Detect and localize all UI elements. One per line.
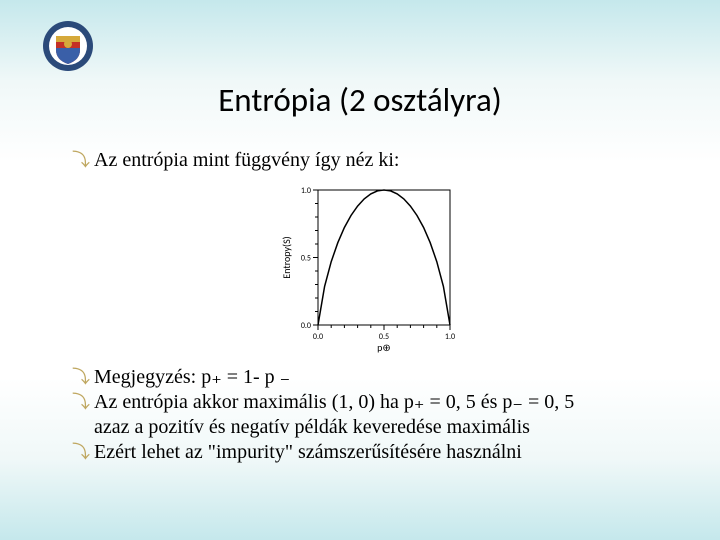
- bullet-icon: ⤵: [72, 367, 90, 387]
- svg-text:Entropy(S): Entropy(S): [280, 236, 293, 278]
- bullet-icon: ⤵: [72, 150, 90, 170]
- note-line3: azaz a pozitív és negatív példák kevered…: [94, 416, 530, 438]
- bullet-icon: ⤵: [72, 442, 90, 462]
- svg-text:1.0: 1.0: [445, 332, 455, 342]
- note-line1: Megjegyzés: p₊ = 1- p ₋: [94, 366, 290, 388]
- notes-block: ⤵Megjegyzés: p₊ = 1- p ₋ ⤵Az entrópia ak…: [72, 365, 680, 465]
- bullet-icon: ⤵: [72, 392, 90, 412]
- svg-text:0.0: 0.0: [301, 321, 311, 331]
- intro-bullet: ⤵Az entrópia mint függvény így néz ki:: [72, 146, 399, 172]
- university-logo: [42, 18, 94, 80]
- entropy-chart: 0.00.51.00.00.51.0p⊕Entropy(S): [280, 180, 460, 355]
- svg-text:0.5: 0.5: [301, 254, 311, 264]
- slide-title: Entrópia (2 osztályra): [0, 80, 720, 120]
- svg-text:0.0: 0.0: [313, 332, 323, 342]
- intro-text: Az entrópia mint függvény így néz ki:: [94, 149, 399, 171]
- note-line4: Ezért lehet az "impurity" számszerűsítés…: [94, 441, 522, 463]
- note-line2: Az entrópia akkor maximális (1, 0) ha p₊…: [94, 391, 574, 413]
- svg-text:p⊕: p⊕: [377, 341, 391, 354]
- svg-text:1.0: 1.0: [301, 186, 311, 196]
